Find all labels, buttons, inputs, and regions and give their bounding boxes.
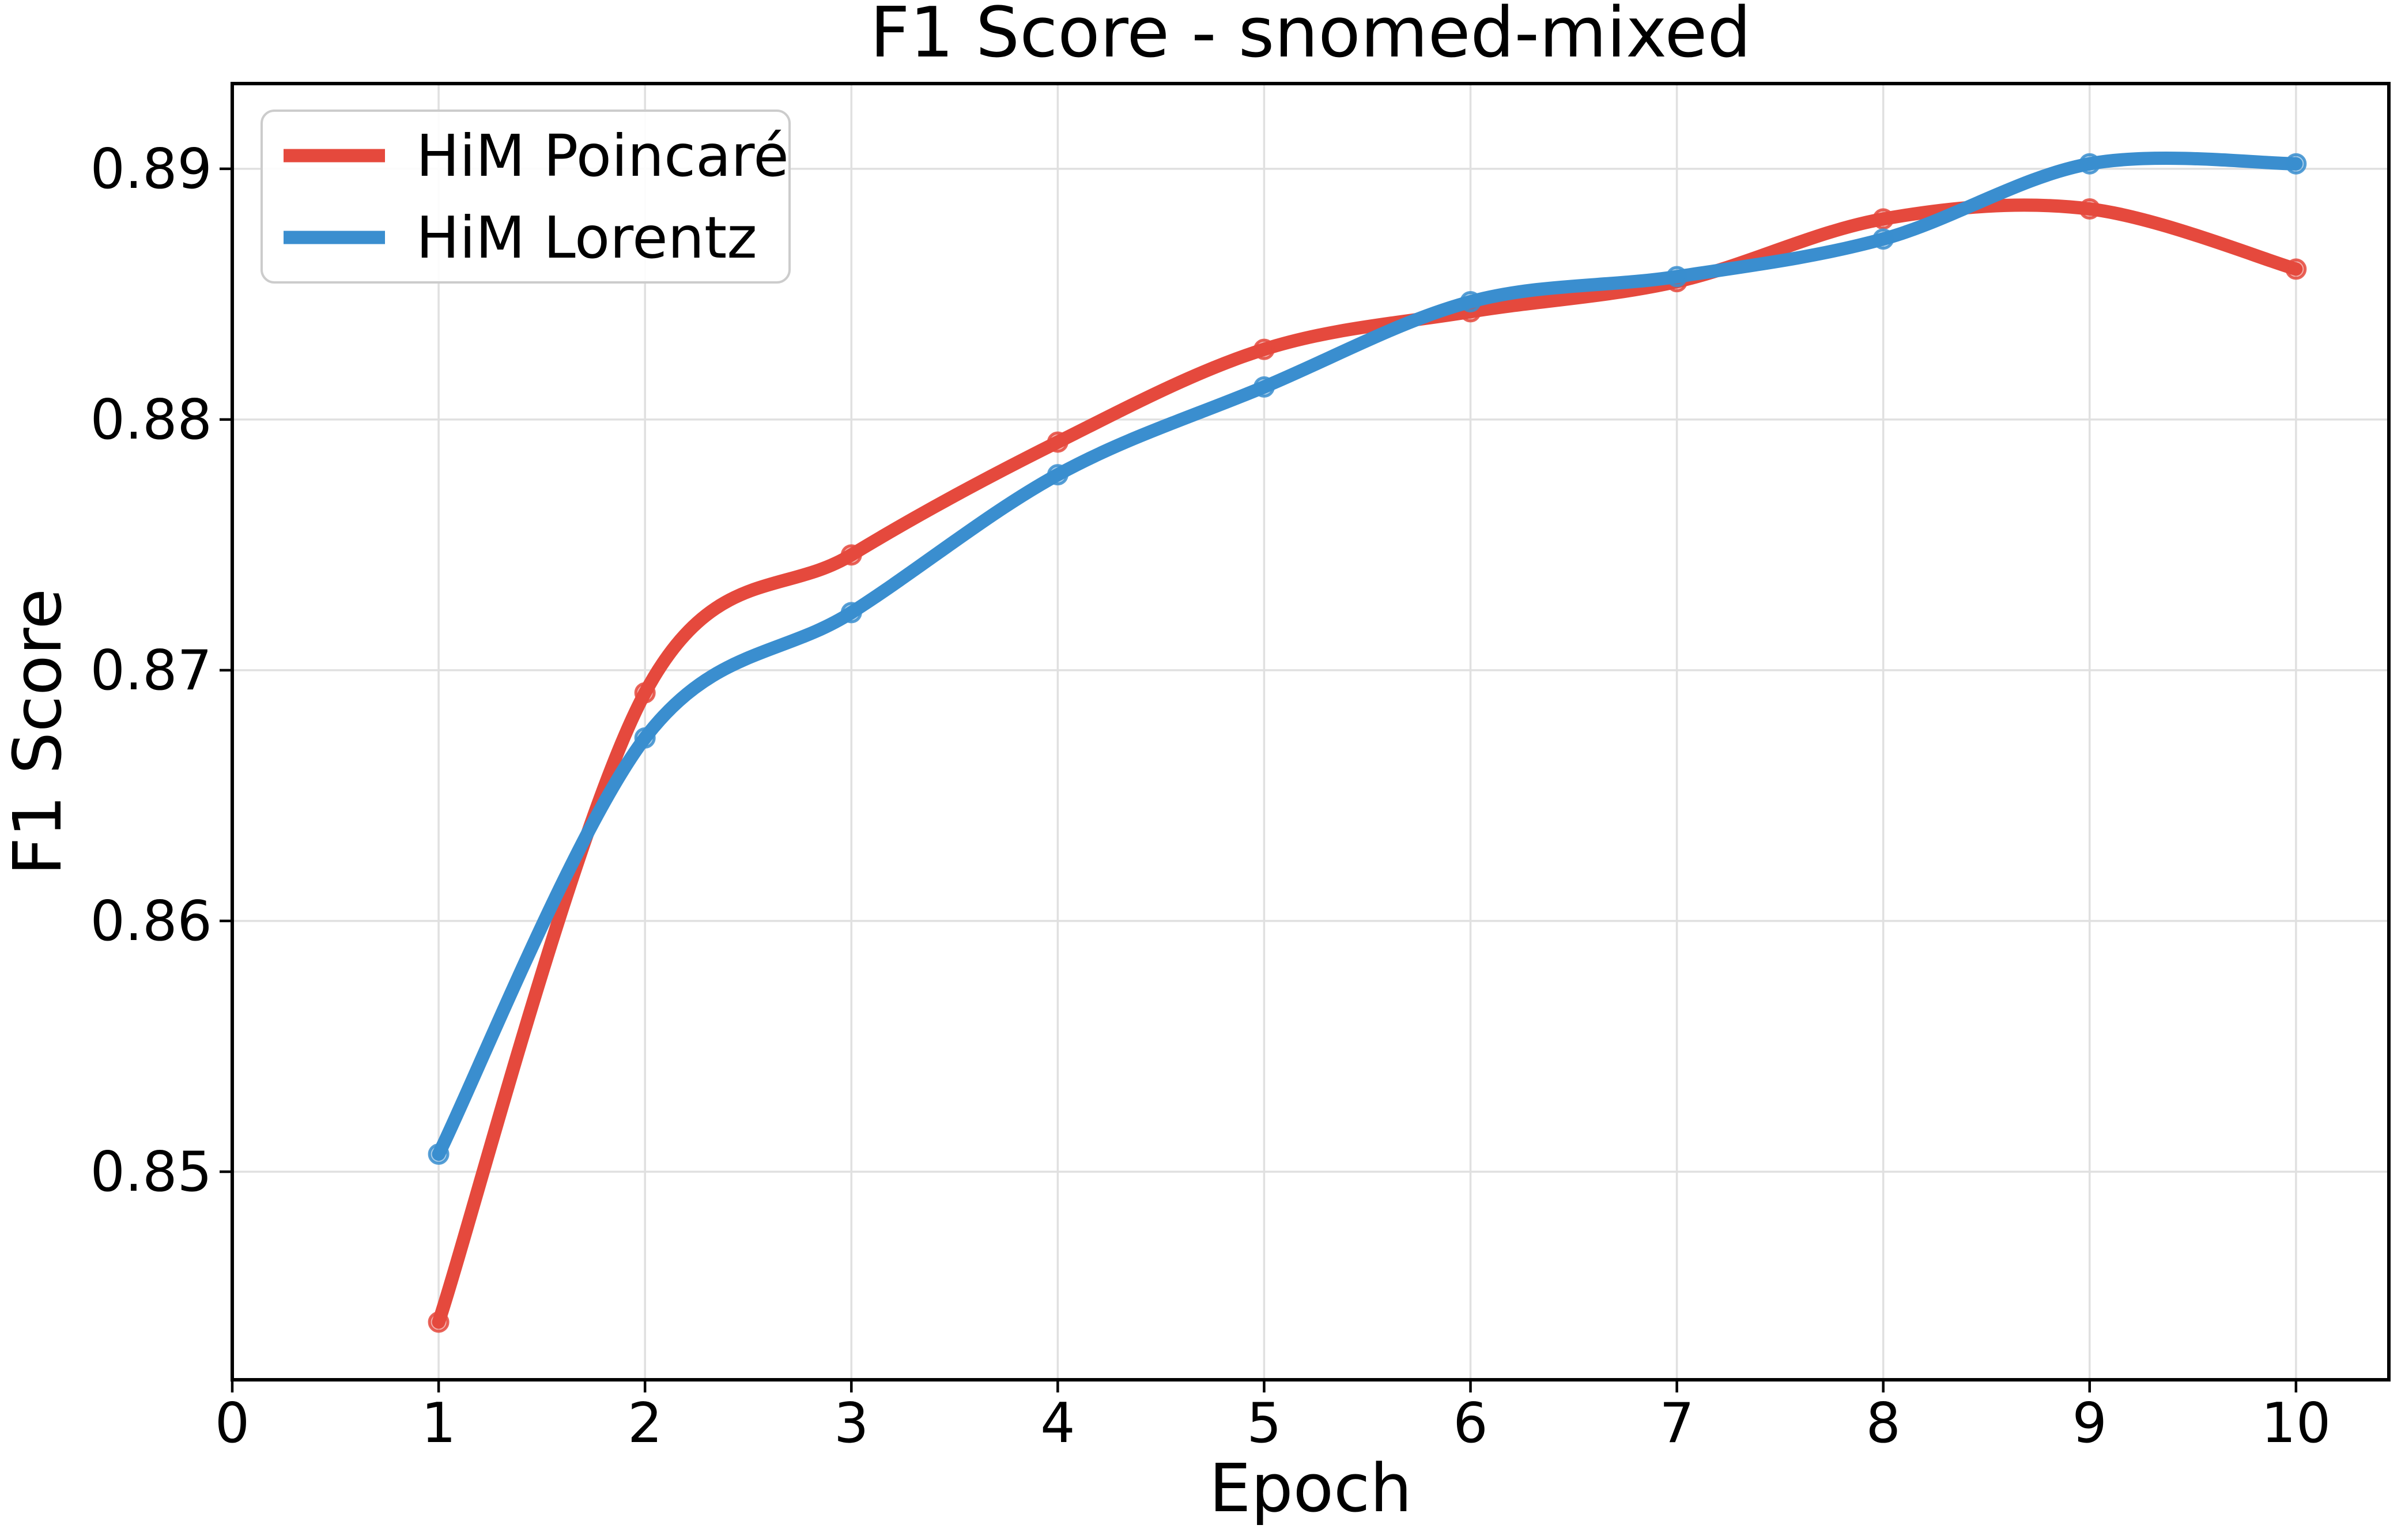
plot-border xyxy=(231,82,2391,1382)
data-point-marker xyxy=(840,602,862,624)
data-point-marker xyxy=(2285,258,2307,280)
data-point-marker xyxy=(1460,290,1482,312)
legend-label-lorentz: HiM Lorentz xyxy=(416,204,757,271)
x-tick-label: 7 xyxy=(1659,1392,1694,1455)
data-point-marker xyxy=(1666,266,1688,288)
data-point-marker xyxy=(1253,338,1275,360)
data-point-marker xyxy=(2285,153,2307,175)
data-point-marker xyxy=(1872,208,1894,230)
data-point-marker xyxy=(428,1143,450,1165)
x-tick-label: 6 xyxy=(1453,1392,1487,1455)
y-tick-label: 0.85 xyxy=(90,1141,212,1204)
legend: HiM Poincaré HiM Lorentz xyxy=(260,110,791,284)
data-point-marker xyxy=(2079,198,2101,220)
y-tick-label: 0.86 xyxy=(90,890,212,953)
data-point-marker xyxy=(1047,431,1069,453)
x-tick-label: 8 xyxy=(1866,1392,1900,1455)
y-axis-label: F1 Score xyxy=(0,588,77,875)
chart-title: F1 Score - snomed-mixed xyxy=(870,0,1751,73)
data-point-marker xyxy=(428,1311,450,1333)
x-tick-label: 5 xyxy=(1247,1392,1281,1455)
x-tick-label: 2 xyxy=(628,1392,662,1455)
series-layer xyxy=(428,152,2307,1333)
legend-box xyxy=(260,110,791,284)
data-point-marker xyxy=(634,727,656,749)
y-tick-label: 0.89 xyxy=(90,138,212,201)
data-point-marker xyxy=(1253,376,1275,398)
data-point-marker xyxy=(1047,464,1069,486)
y-tick-label: 0.88 xyxy=(90,388,212,452)
data-point-marker xyxy=(2079,153,2101,175)
y-tick-label: 0.87 xyxy=(90,639,212,703)
x-tick-label: 9 xyxy=(2072,1392,2107,1455)
x-axis-label: Epoch xyxy=(1209,1450,1412,1527)
legend-label-poincare: HiM Poincaré xyxy=(416,122,789,190)
series-line-poincare xyxy=(432,198,2303,1329)
x-tick-label: 10 xyxy=(2261,1392,2331,1455)
data-point-marker xyxy=(1872,228,1894,250)
x-tick-label: 0 xyxy=(215,1392,250,1455)
data-point-marker xyxy=(634,682,656,704)
data-point-marker xyxy=(840,544,862,566)
tick-layer: 0 1 2 3 4 5 6 7 8 9 10 0.85 0.86 0.87 0.88 0.89 xyxy=(90,138,2331,1455)
series-line-lorentz xyxy=(432,152,2303,1161)
x-tick-label: 3 xyxy=(834,1392,869,1455)
x-tick-label: 4 xyxy=(1040,1392,1075,1455)
x-tick-label: 1 xyxy=(421,1392,456,1455)
